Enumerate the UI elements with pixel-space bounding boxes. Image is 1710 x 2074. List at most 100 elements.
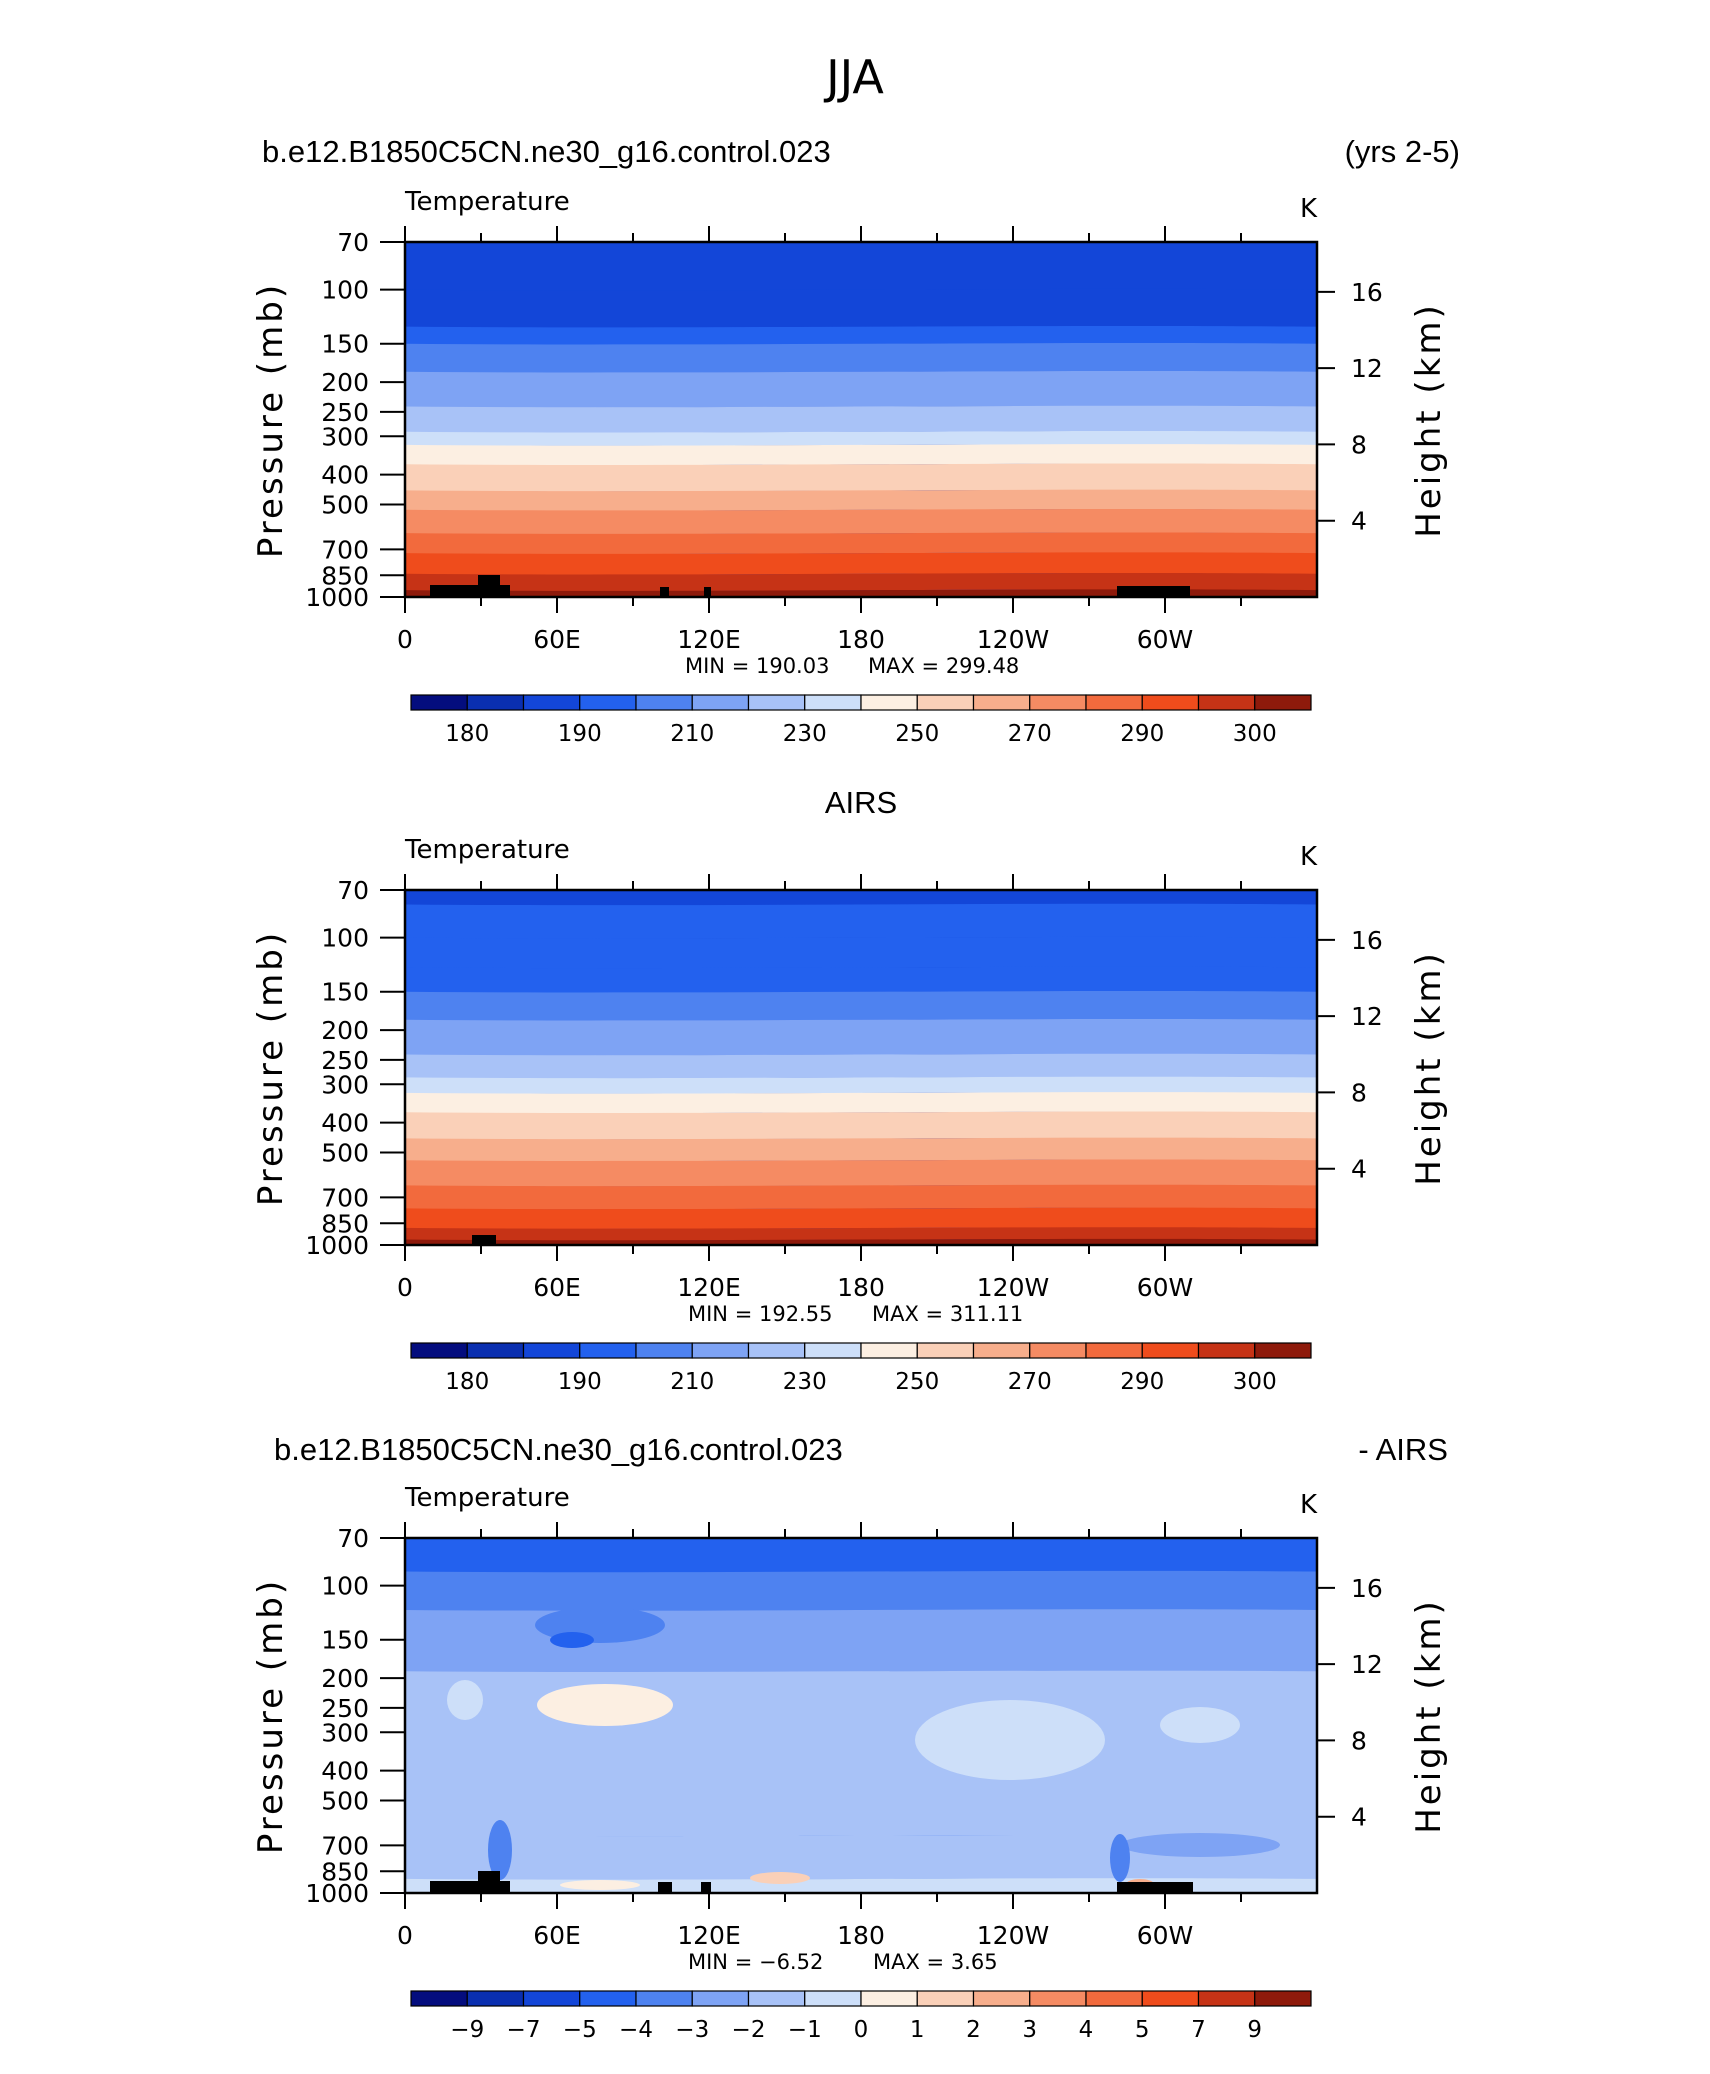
y-tick-label: 200 — [321, 1664, 369, 1693]
y-tick-label: 850 — [321, 1857, 369, 1886]
y2-axis-label: Height (km) — [1409, 302, 1449, 538]
y-tick-label: 400 — [321, 1757, 369, 1786]
contour-band — [405, 508, 1317, 535]
x-tick-label: 120W — [977, 1921, 1049, 1950]
max-label: MAX = 3.65 — [873, 1950, 998, 1974]
contour-band — [405, 1238, 1317, 1245]
colorbar-label: 210 — [670, 1369, 714, 1395]
contour-band — [405, 966, 1317, 993]
x-tick-label: 120E — [677, 1921, 741, 1950]
max-label: MAX = 311.11 — [872, 1302, 1023, 1326]
colorbar-box — [1197, 1990, 1256, 2007]
colorbar-box — [691, 694, 750, 711]
colorbar-box — [1141, 1990, 1200, 2007]
contour-band — [405, 343, 1317, 373]
x-tick-label: 60E — [533, 625, 581, 654]
contour-band — [405, 405, 1317, 433]
y2-axis-label: Height (km) — [1409, 950, 1449, 1186]
y-tick-label: 250 — [321, 398, 369, 427]
contour-band — [405, 1076, 1317, 1094]
contour-region — [1120, 1833, 1280, 1857]
x-tick-label: 60W — [1137, 1273, 1194, 1302]
contour-band — [405, 1834, 1317, 1880]
x-tick-label: 180 — [837, 625, 885, 654]
contour-band — [405, 589, 1317, 597]
contour-region — [537, 1684, 673, 1726]
y-axis-label: Pressure (mb) — [251, 1578, 291, 1854]
contour-band — [405, 1137, 1317, 1162]
colorbar-label: 9 — [1247, 2017, 1262, 2043]
contour-band — [405, 489, 1317, 511]
contour-band — [405, 1538, 1317, 1573]
y-tick-label: 1000 — [305, 1231, 369, 1260]
contour-band — [405, 1111, 1317, 1140]
contour-band — [405, 1207, 1317, 1229]
colorbar-box — [1029, 1990, 1087, 2007]
contour-region — [1160, 1707, 1240, 1743]
y-tick-label: 200 — [321, 368, 369, 397]
units-label: K — [1300, 194, 1318, 224]
colorbar-box — [1254, 1342, 1312, 1359]
y2-tick-label: 16 — [1351, 926, 1383, 955]
y2-tick-label: 4 — [1351, 1803, 1367, 1832]
colorbar-box — [916, 694, 975, 711]
contour-band — [405, 1019, 1317, 1056]
colorbar-label: −1 — [788, 2017, 822, 2043]
colorbar-box — [860, 1990, 918, 2007]
colorbar-box — [804, 1990, 862, 2007]
panel-difference: b.e12.B1850C5CN.ne30_g16.control.023 - A… — [251, 1432, 1449, 2043]
colorbar-label: 250 — [895, 721, 939, 747]
contour-band — [405, 936, 1317, 969]
panel-obs: AIRS Temperature K 0 60E 120E 180 120W 60W 70 1… — [251, 785, 1449, 1395]
contour-band — [405, 431, 1317, 446]
colorbar-box — [579, 694, 637, 711]
colorbar-box — [466, 1342, 525, 1359]
y-tick-label: 150 — [321, 330, 369, 359]
y-tick-label: 500 — [321, 1138, 369, 1167]
colorbar-label: 190 — [558, 1369, 602, 1395]
colorbar-box — [635, 694, 693, 711]
y-axis-label: Pressure (mb) — [251, 282, 291, 558]
y-tick-label: 100 — [321, 924, 369, 953]
contour-band — [405, 325, 1317, 345]
colorbar-label: −9 — [450, 2017, 484, 2043]
y-tick-label: 400 — [321, 461, 369, 490]
colorbar-box — [466, 694, 525, 711]
x-tick-label: 120E — [677, 1273, 741, 1302]
x-tick-label: 60E — [533, 1273, 581, 1302]
colorbar-box — [916, 1342, 975, 1359]
colorbar-box — [804, 1342, 862, 1359]
contour-band — [405, 552, 1317, 575]
contour-band — [405, 288, 1317, 328]
contour-region — [447, 1680, 483, 1720]
topography-mask — [430, 1871, 1193, 1893]
colorbar-box — [410, 694, 468, 711]
colorbar-label: 300 — [1233, 1369, 1277, 1395]
colorbar-box — [691, 1342, 750, 1359]
colorbar-box — [1029, 1342, 1087, 1359]
colorbar-box — [804, 694, 862, 711]
y-axis-label: Pressure (mb) — [251, 930, 291, 1206]
variable-label: Temperature — [404, 835, 570, 865]
contour-field — [405, 1538, 1317, 1893]
x-tick-label: 60W — [1137, 1921, 1194, 1950]
colorbar-box — [972, 1342, 1031, 1359]
colorbar-box — [916, 1990, 975, 2007]
y-tick-label: 70 — [337, 1524, 369, 1553]
contour-region — [488, 1820, 512, 1880]
contour-region — [750, 1872, 810, 1884]
colorbar-box — [635, 1342, 693, 1359]
panel-title-center: AIRS — [825, 785, 897, 820]
x-tick-label: 60W — [1137, 625, 1194, 654]
y2-tick-label: 16 — [1351, 278, 1383, 307]
colorbar-box — [1141, 694, 1200, 711]
colorbar-label: 290 — [1120, 721, 1164, 747]
contour-band — [405, 1092, 1317, 1114]
colorbar-box — [1085, 1990, 1143, 2007]
y-tick-label: 700 — [321, 1831, 369, 1860]
y2-tick-label: 8 — [1351, 1726, 1367, 1755]
y-tick-label: 850 — [321, 561, 369, 590]
contour-band — [405, 890, 1317, 906]
